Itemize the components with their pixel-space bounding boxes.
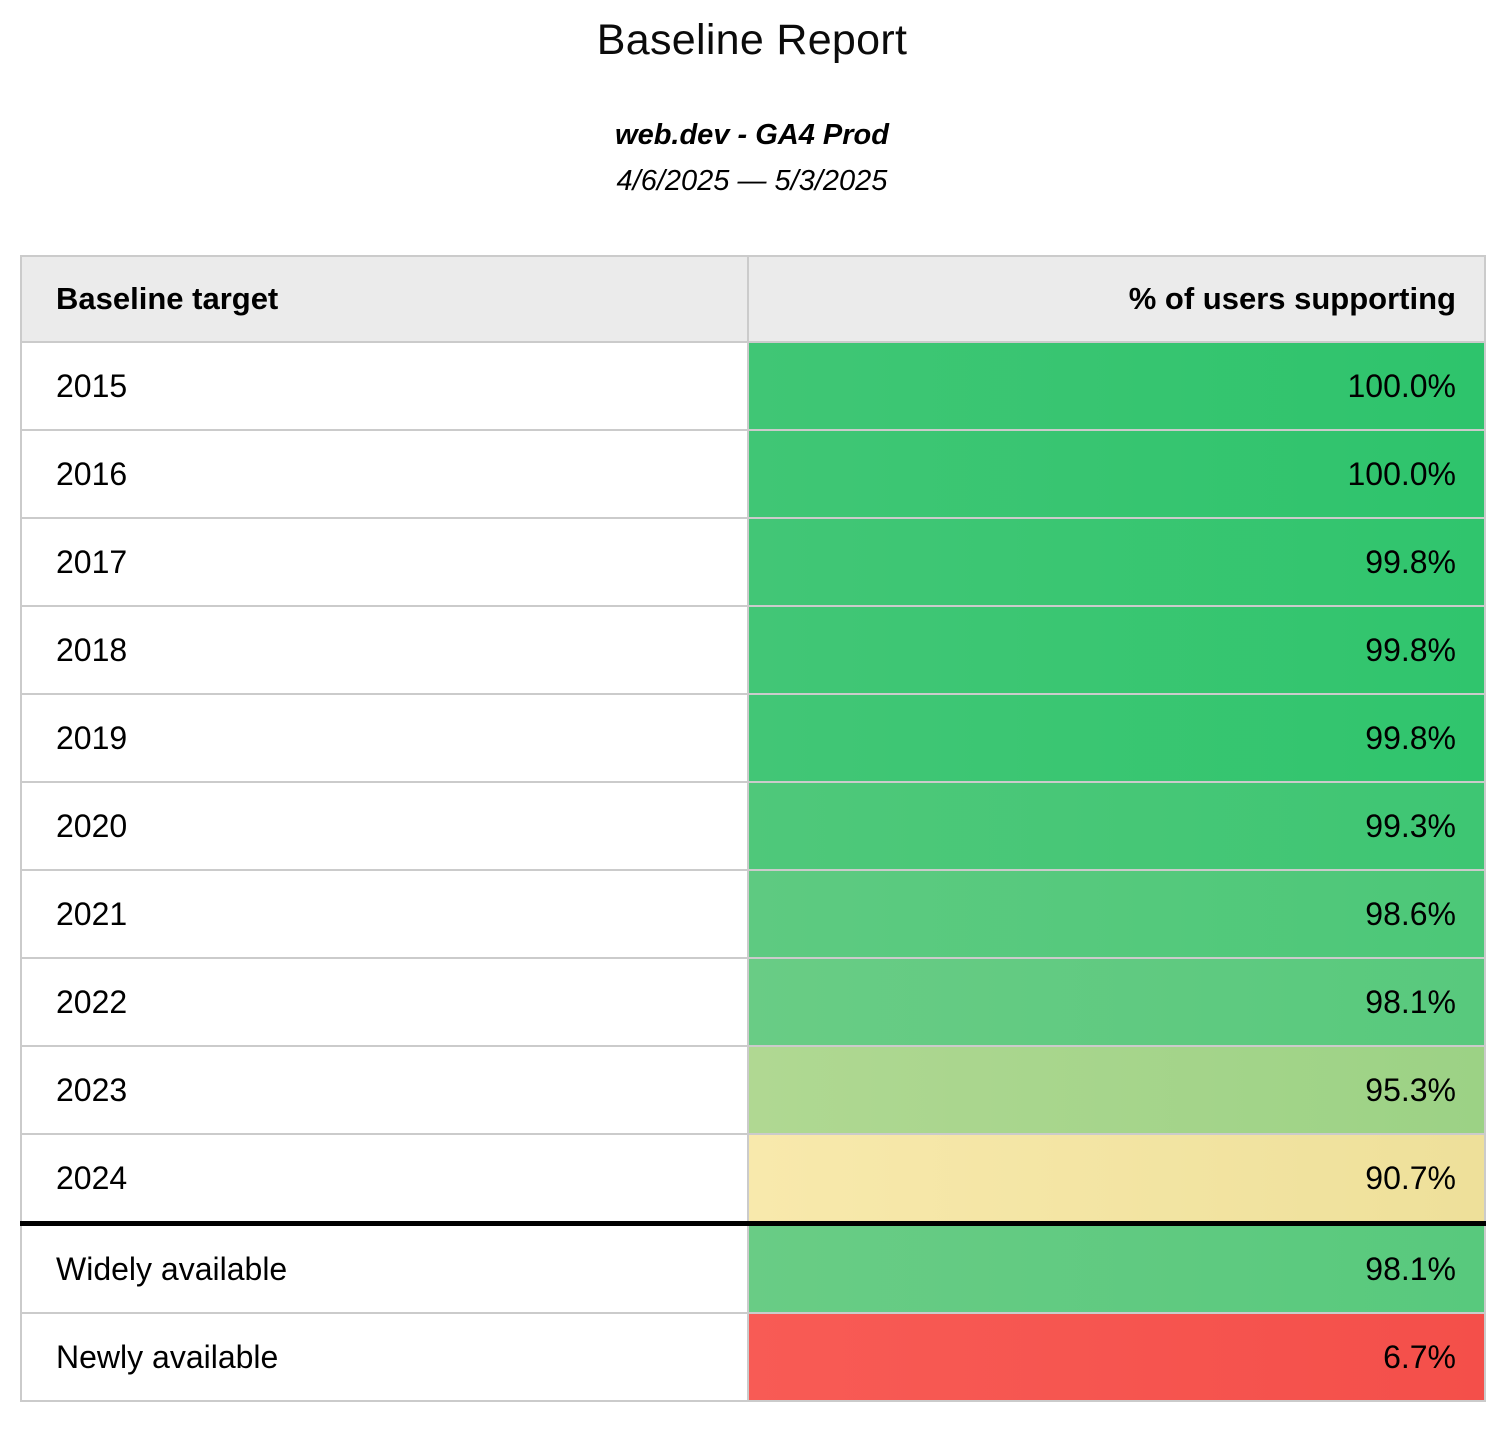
row-2024: 2024 90.7% [20,1133,1486,1225]
baseline-target-cell: 2022 [20,957,749,1047]
baseline-report-page: Baseline Report web.dev - GA4 Prod 4/6/2… [0,16,1504,1402]
baseline-target-cell: 2023 [20,1045,749,1135]
baseline-target-cell: 2016 [20,429,749,519]
table-body: 2015 100.0% 2016 100.0% 2017 99.8% 2018 … [20,341,1486,1402]
support-percent-cell: 99.8% [747,605,1486,695]
row-2019: 2019 99.8% [20,693,1486,783]
row-widely-available: Widely available 98.1% [20,1221,1486,1314]
support-percent-cell: 98.1% [747,1221,1486,1314]
row-2022: 2022 98.1% [20,957,1486,1047]
baseline-table: Baseline target % of users supporting 20… [20,255,1486,1402]
row-2015: 2015 100.0% [20,341,1486,431]
support-percent-cell: 99.8% [747,693,1486,783]
baseline-target-cell: Newly available [20,1312,749,1402]
support-percent-cell: 100.0% [747,429,1486,519]
support-percent-cell: 99.8% [747,517,1486,607]
support-percent-cell: 99.3% [747,781,1486,871]
support-percent-cell: 95.3% [747,1045,1486,1135]
support-percent-cell: 98.6% [747,869,1486,959]
row-2023: 2023 95.3% [20,1045,1486,1135]
row-2021: 2021 98.6% [20,869,1486,959]
column-header-percent-users-supporting: % of users supporting [747,255,1486,343]
support-percent-cell: 98.1% [747,957,1486,1047]
column-header-baseline-target: Baseline target [20,255,749,343]
support-percent-cell: 90.7% [747,1133,1486,1225]
table-header-row: Baseline target % of users supporting [20,255,1486,343]
report-property-subtitle: web.dev - GA4 Prod [615,119,889,151]
row-newly-available: Newly available 6.7% [20,1312,1486,1402]
baseline-target-cell: 2020 [20,781,749,871]
row-2017: 2017 99.8% [20,517,1486,607]
table-header: Baseline target % of users supporting [20,255,1486,343]
support-percent-cell: 100.0% [747,341,1486,431]
row-2018: 2018 99.8% [20,605,1486,695]
baseline-target-cell: 2015 [20,341,749,431]
row-2020: 2020 99.3% [20,781,1486,871]
baseline-target-cell: 2017 [20,517,749,607]
baseline-target-cell: 2019 [20,693,749,783]
report-date-range: 4/6/2025 — 5/3/2025 [616,165,888,197]
page-title: Baseline Report [596,16,908,64]
baseline-target-cell: 2024 [20,1133,749,1225]
baseline-target-cell: 2021 [20,869,749,959]
support-percent-cell: 6.7% [747,1312,1486,1402]
row-2016: 2016 100.0% [20,429,1486,519]
baseline-target-cell: 2018 [20,605,749,695]
baseline-target-cell: Widely available [20,1221,749,1314]
